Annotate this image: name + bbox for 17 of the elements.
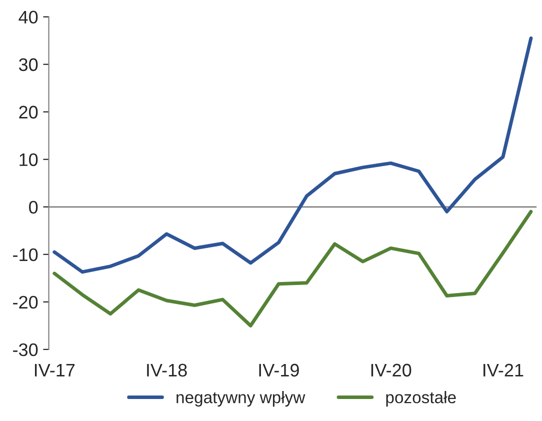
x-tick-label: IV-20 bbox=[371, 364, 412, 377]
line-series bbox=[52, 210, 533, 328]
y-tick-label: 10 bbox=[20, 153, 38, 166]
x-tick-label: IV-21 bbox=[484, 364, 524, 376]
y-tick-label: -30 bbox=[13, 343, 38, 356]
legend-label: negatywny wpływ bbox=[176, 391, 306, 407]
y-tick-label: 30 bbox=[18, 58, 38, 72]
y-tick-label: 0 bbox=[29, 200, 38, 214]
line-series bbox=[52, 36, 533, 274]
y-tick-label: 20 bbox=[19, 106, 38, 119]
legend-label: pozostałe bbox=[386, 391, 456, 407]
y-tick-label: -10 bbox=[13, 248, 38, 262]
x-tick-label: IV-19 bbox=[259, 364, 299, 377]
x-tick-label: IV-17 bbox=[34, 364, 75, 376]
y-tick-label: 40 bbox=[18, 10, 38, 24]
x-tick-label: IV-18 bbox=[147, 364, 187, 377]
y-tick-label: -20 bbox=[13, 296, 38, 309]
